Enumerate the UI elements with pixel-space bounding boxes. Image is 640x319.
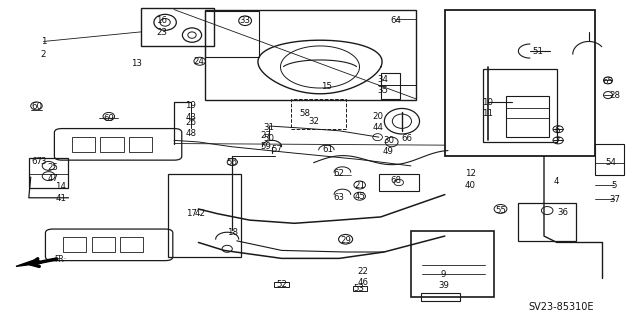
Text: 64: 64: [390, 16, 401, 25]
Bar: [29, 158, 68, 188]
Text: 56: 56: [227, 158, 238, 167]
Text: 12: 12: [465, 169, 476, 178]
Text: 41: 41: [55, 194, 67, 203]
Bar: [291, 99, 346, 129]
Text: 11: 11: [482, 109, 493, 118]
Bar: [506, 96, 549, 137]
Text: 16: 16: [156, 16, 168, 25]
Text: 1: 1: [41, 37, 46, 46]
Text: 42: 42: [194, 209, 205, 218]
Text: 6: 6: [554, 126, 559, 135]
Text: 33: 33: [239, 16, 251, 25]
Bar: [421, 293, 460, 301]
Bar: [168, 174, 241, 257]
Bar: [379, 174, 419, 191]
Text: 53: 53: [353, 284, 364, 293]
Text: 26: 26: [185, 118, 196, 127]
Text: 44: 44: [372, 123, 383, 132]
Text: 10: 10: [482, 98, 493, 107]
Text: 15: 15: [321, 82, 332, 91]
Text: 67: 67: [31, 157, 42, 166]
Text: 65: 65: [602, 77, 614, 86]
Text: 34: 34: [377, 75, 388, 84]
Text: 21: 21: [354, 181, 365, 189]
Text: 14: 14: [55, 182, 67, 191]
Bar: [445, 10, 595, 156]
Bar: [92, 237, 115, 252]
Text: 54: 54: [605, 158, 617, 167]
Bar: [205, 11, 259, 57]
Text: 23: 23: [156, 28, 168, 37]
Text: 69: 69: [104, 114, 114, 122]
Bar: [63, 237, 86, 252]
Text: 9: 9: [441, 271, 446, 279]
Polygon shape: [16, 259, 42, 266]
Text: 62: 62: [333, 169, 345, 178]
Text: 66: 66: [401, 134, 412, 143]
Text: 40: 40: [465, 181, 476, 190]
Text: 29: 29: [340, 236, 351, 245]
Bar: [411, 231, 494, 297]
Text: 50: 50: [263, 134, 275, 143]
Text: 19: 19: [186, 101, 196, 110]
Text: 59: 59: [260, 142, 271, 151]
Text: FR·: FR·: [54, 255, 67, 263]
Text: 13: 13: [131, 59, 142, 68]
Text: 37: 37: [609, 195, 620, 204]
Text: 7: 7: [554, 137, 559, 146]
Text: 36: 36: [557, 208, 569, 217]
Text: 2: 2: [41, 50, 46, 59]
Text: 32: 32: [308, 117, 319, 126]
Bar: [120, 237, 143, 252]
Bar: [274, 282, 289, 287]
Text: 17: 17: [186, 209, 198, 218]
Text: 24: 24: [193, 57, 204, 66]
Bar: [595, 144, 624, 175]
Text: 39: 39: [438, 281, 449, 290]
Text: 58: 58: [300, 109, 311, 118]
Bar: [205, 10, 416, 100]
Text: 55: 55: [495, 206, 506, 215]
Bar: [72, 137, 95, 152]
Text: 22: 22: [357, 267, 369, 276]
Text: SV23-85310E: SV23-85310E: [528, 302, 593, 312]
Text: 3: 3: [41, 157, 46, 166]
Bar: [483, 69, 557, 142]
Text: 51: 51: [532, 47, 543, 56]
Text: 47: 47: [47, 174, 59, 183]
Bar: [100, 137, 124, 152]
Bar: [353, 286, 367, 291]
Text: 43: 43: [185, 113, 196, 122]
Text: 28: 28: [609, 91, 620, 100]
Text: 18: 18: [227, 228, 238, 237]
Text: 52: 52: [276, 280, 287, 289]
Text: 60: 60: [31, 102, 42, 111]
Text: 46: 46: [357, 278, 369, 287]
Text: 27: 27: [260, 131, 271, 140]
Text: 5: 5: [612, 181, 617, 189]
Text: 35: 35: [377, 86, 388, 95]
Text: 49: 49: [383, 147, 394, 156]
Text: 31: 31: [263, 123, 275, 132]
Bar: [381, 73, 400, 99]
Text: 63: 63: [333, 193, 345, 202]
Text: 4: 4: [554, 177, 559, 186]
Text: 57: 57: [271, 145, 282, 154]
Text: 30: 30: [383, 136, 394, 145]
Text: 48: 48: [185, 129, 196, 138]
Text: 20: 20: [372, 112, 383, 121]
Text: 25: 25: [47, 163, 59, 172]
Text: 45: 45: [354, 192, 365, 201]
Text: 68: 68: [390, 176, 401, 185]
Bar: [129, 137, 152, 152]
Text: 61: 61: [322, 145, 333, 154]
Bar: [518, 203, 576, 241]
Bar: [141, 8, 214, 46]
